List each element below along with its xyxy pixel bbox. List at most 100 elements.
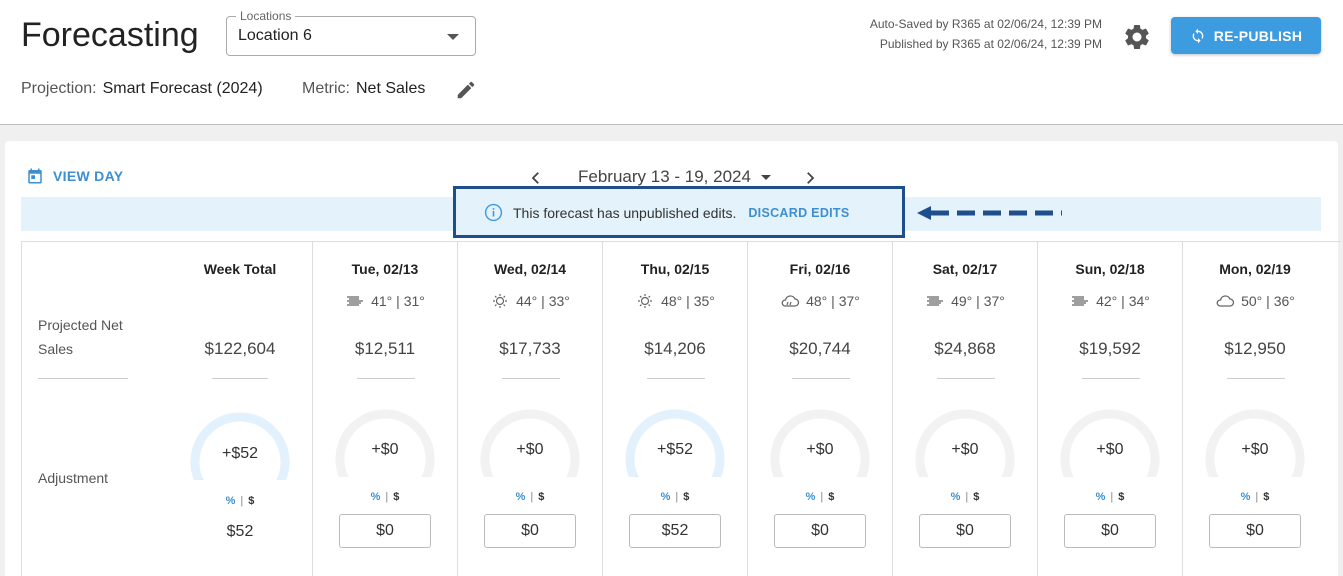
row-divider [212, 378, 268, 379]
day-adjustment-gauge[interactable] [623, 407, 727, 477]
day-column: Wed, 02/14 44° | 33° $17,733 +$0 % | $ [457, 242, 602, 576]
wind-icon [347, 296, 364, 306]
day-adjustment-value: +$0 [806, 441, 834, 458]
day-adjustment-gauge[interactable] [768, 407, 872, 477]
percent-toggle[interactable]: % [1240, 491, 1251, 503]
dollar-toggle[interactable]: $ [828, 491, 835, 503]
day-adjustment-gauge[interactable] [1203, 407, 1307, 477]
row-divider [502, 378, 560, 379]
percent-toggle[interactable]: % [805, 491, 816, 503]
day-header: Fri, 02/16 [789, 261, 851, 277]
week-total-adjustment-gauge[interactable] [188, 410, 292, 480]
row-divider [937, 378, 995, 379]
day-adjustment-gauge[interactable] [478, 407, 582, 477]
temperature-range: 49° | 37° [951, 293, 1005, 309]
row-divider [38, 378, 128, 379]
day-adjustment-gauge[interactable] [913, 407, 1017, 477]
dollar-toggle[interactable]: $ [1118, 491, 1125, 503]
weather-info: 49° | 37° [893, 293, 1037, 309]
adjustment-label: Adjustment [38, 470, 109, 486]
day-projected-amount: $12,950 [1224, 339, 1286, 358]
day-adjustment-gauge[interactable] [1058, 407, 1162, 477]
weather-info: 50° | 36° [1183, 293, 1327, 309]
discard-edits-link[interactable]: DISCARD EDITS [748, 205, 850, 220]
day-header: Wed, 02/14 [493, 261, 567, 277]
percent-toggle[interactable]: % [370, 491, 381, 503]
weather-info: 48° | 35° [603, 293, 747, 309]
dollar-toggle[interactable]: $ [393, 491, 400, 503]
temperature-range: 48° | 37° [806, 293, 860, 309]
forecast-grid: Projected Net Sales Adjustment Week Tota… [21, 241, 1341, 576]
location-select-value: Location 6 [238, 27, 312, 44]
day-header: Tue, 02/13 [351, 261, 419, 277]
unit-toggle[interactable]: % | $ [515, 491, 545, 503]
unit-toggle[interactable]: % | $ [660, 491, 690, 503]
row-divider [1082, 378, 1140, 379]
date-range-select[interactable]: February 13 - 19, 2024 [578, 167, 751, 186]
week-total-amount: $122,604 [204, 339, 276, 358]
day-projected-amount: $20,744 [789, 339, 851, 358]
chevron-right-icon[interactable] [801, 169, 819, 187]
chevron-down-icon [447, 34, 459, 40]
calendar-icon [28, 168, 42, 184]
temperature-range: 41° | 31° [371, 293, 425, 309]
pencil-icon[interactable] [455, 79, 477, 101]
day-adjustment-input[interactable] [629, 514, 721, 548]
gear-icon[interactable] [1122, 22, 1152, 52]
unit-toggle[interactable]: % | $ [370, 491, 400, 503]
day-adjustment-input[interactable] [1064, 514, 1156, 548]
wind-icon [1072, 296, 1089, 306]
auto-saved-text: Auto-Saved by R365 at 02/06/24, 12:39 PM [869, 17, 1102, 31]
day-adjustment-input[interactable] [919, 514, 1011, 548]
gauge-track [1205, 409, 1305, 477]
page-title: Forecasting [21, 16, 199, 54]
chevron-left-icon[interactable] [527, 169, 545, 187]
location-select[interactable]: Locations Location 6 [226, 9, 476, 56]
dollar-toggle[interactable]: $ [538, 491, 545, 503]
day-projected-amount: $24,868 [934, 339, 996, 358]
temperature-range: 42° | 34° [1096, 293, 1150, 309]
dollar-toggle[interactable]: $ [973, 491, 980, 503]
percent-toggle[interactable]: % [225, 495, 236, 507]
day-projected-amount: $14,206 [644, 339, 706, 358]
projected-net-sales-label: Projected Net Sales [38, 317, 123, 357]
unit-toggle[interactable]: % | $ [1095, 491, 1125, 503]
day-adjustment-input[interactable] [774, 514, 866, 548]
gauge-track [480, 409, 580, 477]
metric-label: Metric: [302, 80, 350, 97]
week-total-adjustment-amount: $52 [226, 523, 254, 540]
gauge-track [190, 412, 290, 480]
unit-toggle[interactable]: % | $ [950, 491, 980, 503]
unit-toggle[interactable]: % | $ [225, 495, 255, 507]
republish-button[interactable]: RE-PUBLISH [1171, 17, 1321, 54]
view-day-button[interactable]: VIEW DAY [26, 167, 123, 185]
day-adjustment-value: +$0 [1096, 441, 1124, 458]
week-total-header: Week Total [203, 261, 277, 277]
chevron-down-icon[interactable] [761, 175, 771, 180]
unit-toggle[interactable]: % | $ [805, 491, 835, 503]
dollar-toggle[interactable]: $ [683, 491, 690, 503]
cloud-rain-icon [781, 295, 800, 307]
day-adjustment-input[interactable] [484, 514, 576, 548]
projection-value: Smart Forecast (2024) [102, 80, 263, 97]
metric-value: Net Sales [356, 80, 426, 97]
row-divider [647, 378, 705, 379]
day-adjustment-value: +$0 [516, 441, 544, 458]
percent-toggle[interactable]: % [1095, 491, 1106, 503]
percent-toggle[interactable]: % [660, 491, 671, 503]
day-header: Mon, 02/19 [1219, 261, 1291, 277]
week-total-column: Projected Net Sales Adjustment Week Tota… [22, 242, 312, 576]
dollar-toggle[interactable]: $ [248, 495, 255, 507]
unit-toggle[interactable]: % | $ [1240, 491, 1270, 503]
percent-toggle[interactable]: % [515, 491, 526, 503]
percent-toggle[interactable]: % [950, 491, 961, 503]
projection-info: Projection: Smart Forecast (2024) [21, 80, 263, 98]
day-adjustment-input[interactable] [339, 514, 431, 548]
page-header: Forecasting Locations Location 6 Project… [0, 0, 1343, 125]
day-adjustment-gauge[interactable] [333, 407, 437, 477]
day-adjustment-input[interactable] [1209, 514, 1301, 548]
day-header: Sat, 02/17 [932, 261, 998, 277]
dollar-toggle[interactable]: $ [1263, 491, 1270, 503]
annotation-arrow-icon [917, 206, 1062, 220]
temperature-range: 48° | 35° [661, 293, 715, 309]
